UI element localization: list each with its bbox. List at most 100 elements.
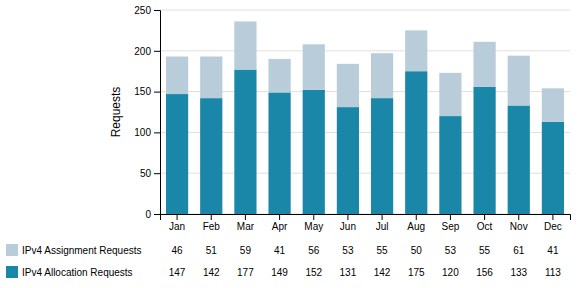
bar	[303, 90, 325, 214]
data-label: 46	[172, 245, 184, 256]
bar	[439, 116, 461, 214]
x-tick-label: Apr	[272, 221, 288, 232]
y-tick: 100	[134, 127, 160, 138]
bars	[166, 21, 564, 214]
y-tick: 150	[134, 86, 160, 97]
x-tick-mark	[484, 214, 485, 220]
legend-row: IPv4 Assignment Requests4651594156535550…	[6, 244, 559, 256]
x-tick: Aug	[407, 214, 425, 232]
data-label: 51	[206, 245, 218, 256]
x-tick: Feb	[203, 214, 221, 232]
x-tick-mark	[279, 214, 280, 220]
y-tick-label: 100	[134, 127, 151, 138]
y-tick-label: 0	[145, 209, 151, 220]
data-label: 133	[510, 267, 527, 278]
bar	[371, 53, 393, 98]
x-tick-mark	[347, 214, 348, 220]
data-label: 55	[377, 245, 389, 256]
bar	[439, 73, 461, 116]
data-label: 177	[237, 267, 254, 278]
bar	[508, 105, 530, 214]
data-label: 113	[545, 267, 561, 278]
x-tick-mark	[416, 214, 417, 220]
x-tick: Oct	[477, 214, 493, 232]
data-label: 120	[442, 267, 459, 278]
y-tick-mark	[154, 92, 160, 93]
x-tick-label: Aug	[407, 221, 425, 232]
grid-line	[160, 10, 570, 11]
bar	[166, 57, 188, 95]
data-label: 149	[271, 267, 288, 278]
y-tick-mark	[154, 51, 160, 52]
x-tick: Jul	[376, 214, 389, 232]
data-label: 131	[340, 267, 357, 278]
bar	[166, 94, 188, 214]
bar	[542, 122, 564, 214]
x-axis-line	[161, 215, 571, 221]
x-tick: Jun	[340, 214, 356, 232]
y-tick-mark	[154, 10, 160, 11]
grid-line	[160, 50, 570, 51]
y-axis: 0 50 100 150 200 250	[134, 5, 160, 220]
plot: 050100150200250JanFebMarAprMayJunJulAugS…	[134, 5, 570, 232]
bar	[303, 44, 325, 90]
x-tick-mark	[552, 214, 553, 220]
y-tick-label: 150	[134, 86, 151, 97]
x-tick-label: Jul	[376, 221, 389, 232]
y-tick-label: 50	[140, 168, 152, 179]
data-label: 142	[203, 267, 220, 278]
data-label: 175	[408, 267, 425, 278]
x-axis: JanFebMarAprMayJunJulAugSepOctNovDec	[161, 214, 571, 232]
bar	[542, 88, 564, 121]
y-axis-line	[154, 11, 161, 215]
y-tick: 50	[140, 168, 160, 179]
legend-row: IPv4 Allocation Requests1471421771491521…	[6, 266, 561, 278]
grid	[160, 10, 570, 214]
bar	[234, 21, 256, 69]
legend-table: IPv4 Assignment Requests4651594156535550…	[6, 244, 561, 278]
bar	[200, 57, 222, 99]
bar-series	[166, 21, 564, 121]
bar	[268, 59, 290, 92]
x-tick-mark	[177, 214, 178, 220]
y-axis-title: Requests	[109, 87, 123, 138]
data-label: 147	[169, 267, 186, 278]
y-tick: 250	[134, 5, 160, 16]
x-tick-mark	[518, 214, 519, 220]
x-tick-label: Feb	[203, 221, 221, 232]
y-tick: 0	[145, 209, 160, 220]
data-label: 156	[476, 267, 493, 278]
bar	[337, 64, 359, 107]
y-tick-label: 250	[134, 5, 151, 16]
chart: 050100150200250JanFebMarAprMayJunJulAugS…	[0, 0, 582, 288]
bar	[371, 98, 393, 214]
data-label: 142	[374, 267, 391, 278]
data-label: 59	[240, 245, 252, 256]
data-label: 50	[411, 245, 423, 256]
legend-swatch	[6, 244, 18, 256]
x-tick-label: Nov	[510, 221, 528, 232]
x-tick: Jan	[169, 214, 185, 232]
x-tick: Nov	[510, 214, 528, 232]
x-tick-label: Dec	[544, 221, 562, 232]
y-tick-mark	[154, 173, 160, 174]
data-label: 41	[274, 245, 286, 256]
x-tick: Mar	[237, 214, 255, 232]
x-tick-label: Jan	[169, 221, 185, 232]
bar	[473, 87, 495, 214]
x-tick: Apr	[272, 214, 288, 232]
data-label: 56	[308, 245, 320, 256]
y-tick-label: 200	[134, 46, 151, 57]
data-label: 41	[547, 245, 559, 256]
x-tick-mark	[211, 214, 212, 220]
legend-swatch	[6, 266, 18, 278]
x-tick-mark	[382, 214, 383, 220]
y-tick: 200	[134, 46, 160, 57]
x-tick-mark	[245, 214, 246, 220]
data-label: 55	[479, 245, 491, 256]
y-tick-mark	[154, 214, 160, 215]
bar	[508, 56, 530, 106]
x-tick-mark	[313, 214, 314, 220]
bar	[337, 107, 359, 214]
x-tick: Dec	[544, 214, 562, 232]
